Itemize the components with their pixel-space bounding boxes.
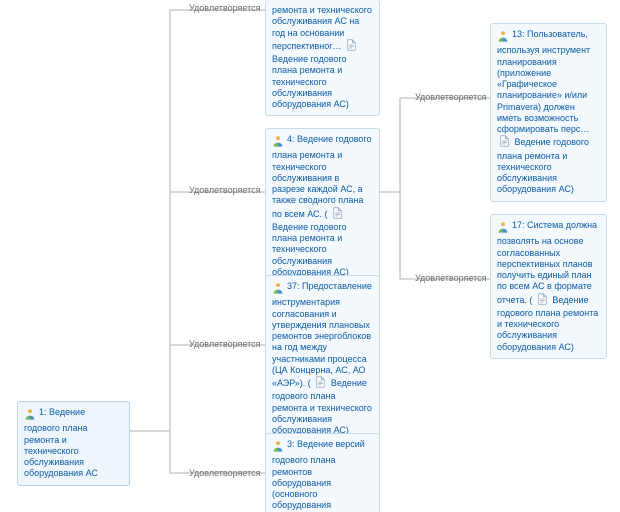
tree-canvas[interactable]: { "type": "tree", "background_color": "#…	[0, 0, 620, 512]
tree-node[interactable]: 3: Ведение версий годового плана ремонто…	[265, 433, 380, 512]
tree-node[interactable]: 13: Пользователь, используя инструмент п…	[490, 23, 607, 202]
tree-node[interactable]: 37: Предоставление инструментария соглас…	[265, 275, 380, 442]
document-icon	[499, 135, 510, 150]
tree-node[interactable]: 17: Система должна позволять на основе с…	[490, 214, 607, 359]
person-icon	[497, 221, 509, 236]
edge-path	[130, 345, 265, 431]
node-text: 13: Пользователь, используя инструмент п…	[497, 29, 590, 134]
document-icon	[537, 293, 548, 308]
edge-path	[130, 10, 265, 431]
edge-label: Удовлетворяется	[189, 468, 261, 478]
tree-node-root[interactable]: 1: Ведение годового плана ремонта и техн…	[17, 401, 130, 486]
node-sub-text: Ведение годового плана ремонта и техниче…	[497, 137, 589, 194]
edge-label: Удовлетворяется	[415, 273, 487, 283]
document-icon	[332, 207, 343, 222]
edge-label: Удовлетворяется	[189, 3, 261, 13]
person-icon	[497, 30, 509, 45]
document-icon	[346, 39, 357, 54]
edge-label: Удовлетворяется	[415, 92, 487, 102]
person-icon	[272, 440, 284, 455]
person-icon	[24, 408, 36, 423]
node-sub-text: Ведение годового плана ремонта и техниче…	[272, 54, 349, 109]
edge-path	[130, 192, 265, 431]
node-text: 37: Предоставление инструментария соглас…	[272, 281, 372, 388]
tree-node[interactable]: ремонта и технического обслуживания АС н…	[265, 0, 380, 116]
node-sub-text: Ведение годового плана ремонта и техниче…	[272, 222, 349, 277]
node-text: 3: Ведение версий годового плана ремонто…	[272, 439, 365, 512]
edge-path	[130, 431, 265, 473]
edge-label: Удовлетворяется	[189, 339, 261, 349]
edge-path	[380, 98, 490, 192]
edge-label: Удовлетворяется	[189, 185, 261, 195]
node-text: 4: Ведение годового плана ремонта и техн…	[272, 134, 372, 219]
person-icon	[272, 135, 284, 150]
tree-node[interactable]: 4: Ведение годового плана ремонта и техн…	[265, 128, 380, 284]
person-icon	[272, 282, 284, 297]
document-icon	[315, 376, 326, 391]
edge-path	[380, 192, 490, 279]
